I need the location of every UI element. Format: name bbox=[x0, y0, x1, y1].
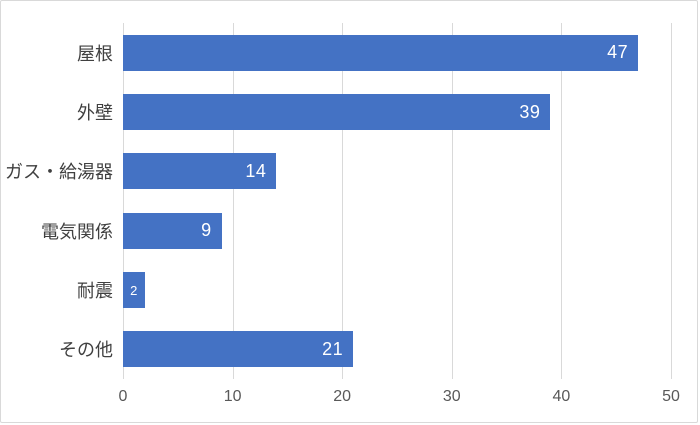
gridline-0 bbox=[123, 23, 124, 379]
category-label: その他 bbox=[59, 340, 113, 361]
gridline-10 bbox=[233, 23, 234, 379]
category-label: 電気関係 bbox=[41, 221, 113, 242]
category-label: 耐震 bbox=[77, 280, 113, 301]
plot-area: 47 39 14 9 2 21 bbox=[123, 23, 672, 379]
data-label: 47 bbox=[607, 42, 629, 63]
x-tick-label: 10 bbox=[223, 388, 242, 405]
data-label: 14 bbox=[245, 160, 267, 181]
data-label: 9 bbox=[201, 220, 212, 241]
data-label: 2 bbox=[130, 282, 138, 298]
bar-6: 21 bbox=[123, 331, 354, 368]
gridline-50 bbox=[671, 23, 672, 379]
data-label: 39 bbox=[519, 101, 541, 122]
bar-3: 14 bbox=[123, 153, 277, 190]
x-tick-label: 50 bbox=[662, 388, 680, 405]
x-tick-label: 30 bbox=[442, 388, 461, 405]
bar-1: 47 bbox=[123, 34, 639, 71]
bar-2: 39 bbox=[123, 94, 551, 130]
x-tick-label: 40 bbox=[552, 388, 571, 405]
x-tick-label: 20 bbox=[333, 388, 352, 405]
gridline-20 bbox=[342, 23, 343, 379]
x-tick-label: 0 bbox=[118, 388, 128, 405]
category-label: 外壁 bbox=[77, 102, 113, 123]
data-label: 21 bbox=[322, 338, 344, 359]
gridline-40 bbox=[561, 23, 562, 379]
bar-4: 9 bbox=[123, 212, 222, 249]
category-label: 屋根 bbox=[77, 43, 113, 64]
category-label: ガス・給湯器 bbox=[5, 162, 113, 183]
bar-5: 2 bbox=[123, 272, 145, 308]
gridline-30 bbox=[452, 23, 453, 379]
